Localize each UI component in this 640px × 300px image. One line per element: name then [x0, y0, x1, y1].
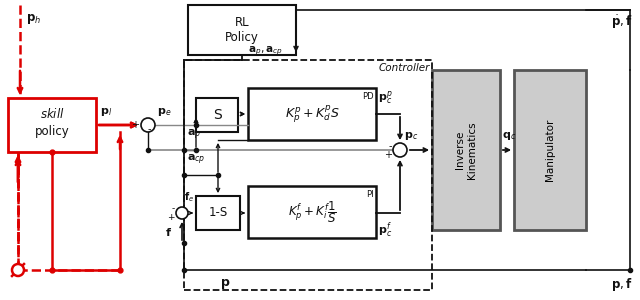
Text: $\mathbf{q}_c$: $\mathbf{q}_c$	[502, 130, 516, 142]
Text: S: S	[212, 108, 221, 122]
Text: Manipulator: Manipulator	[545, 119, 555, 181]
Text: policy: policy	[35, 125, 69, 139]
Text: -: -	[388, 141, 392, 151]
Circle shape	[141, 118, 155, 132]
Bar	[248, 186, 376, 238]
Text: $\mathbf{p}_h$: $\mathbf{p}_h$	[26, 12, 41, 26]
Bar	[432, 70, 500, 230]
Text: +: +	[168, 214, 175, 223]
Bar	[248, 88, 376, 140]
Text: Controller: Controller	[379, 63, 430, 73]
Text: PD: PD	[362, 92, 374, 101]
Text: $\mathbf{p}_c^f$: $\mathbf{p}_c^f$	[378, 220, 392, 240]
Text: -: -	[147, 124, 151, 134]
Text: PI: PI	[366, 190, 374, 199]
Text: -: -	[172, 205, 175, 214]
Text: RL
Policy: RL Policy	[225, 16, 259, 44]
Text: $\mathbf{p}_c^p$: $\mathbf{p}_c^p$	[378, 89, 392, 106]
Text: $K_p^p + K_d^p S$: $K_p^p + K_d^p S$	[285, 103, 339, 125]
Text: +: +	[384, 150, 392, 160]
Text: $\mathbf{p}_e$: $\mathbf{p}_e$	[157, 106, 172, 118]
Circle shape	[393, 143, 407, 157]
Text: $\mathbf{p}, \mathbf{f}$: $\mathbf{p}, \mathbf{f}$	[611, 276, 633, 293]
Text: $\mathbf{p}$: $\mathbf{p}$	[220, 277, 230, 291]
Text: $\mathbf{f}_e$: $\mathbf{f}_e$	[184, 190, 194, 204]
Circle shape	[176, 207, 188, 219]
Text: Inverse
Kinematics: Inverse Kinematics	[455, 121, 477, 179]
Text: $\mathbf{a}_{cp}$: $\mathbf{a}_{cp}$	[187, 153, 205, 167]
Bar	[196, 98, 238, 132]
Text: 1-S: 1-S	[209, 206, 228, 220]
Text: $\mathbf{p}_c$: $\mathbf{p}_c$	[404, 130, 418, 142]
Bar	[184, 60, 432, 290]
Circle shape	[12, 264, 24, 276]
Bar	[188, 5, 296, 55]
Text: $\it{skill}$: $\it{skill}$	[40, 107, 65, 121]
Text: $\mathbf{f}$: $\mathbf{f}$	[165, 226, 172, 238]
Text: $K_p^f + K_i^f \dfrac{1}{S}$: $K_p^f + K_i^f \dfrac{1}{S}$	[287, 199, 337, 225]
Text: $\mathbf{a}_p, \mathbf{a}_{cp}$: $\mathbf{a}_p, \mathbf{a}_{cp}$	[248, 45, 283, 57]
Text: +: +	[131, 120, 139, 130]
Text: $\mathbf{a}_p$: $\mathbf{a}_p$	[187, 128, 201, 142]
Text: $\mathbf{p}_l$: $\mathbf{p}_l$	[100, 106, 112, 118]
Bar	[514, 70, 586, 230]
Bar	[8, 98, 96, 152]
Text: $\dot{\mathbf{p}}, \mathbf{f}$: $\dot{\mathbf{p}}, \mathbf{f}$	[611, 14, 633, 32]
Bar	[196, 196, 240, 230]
